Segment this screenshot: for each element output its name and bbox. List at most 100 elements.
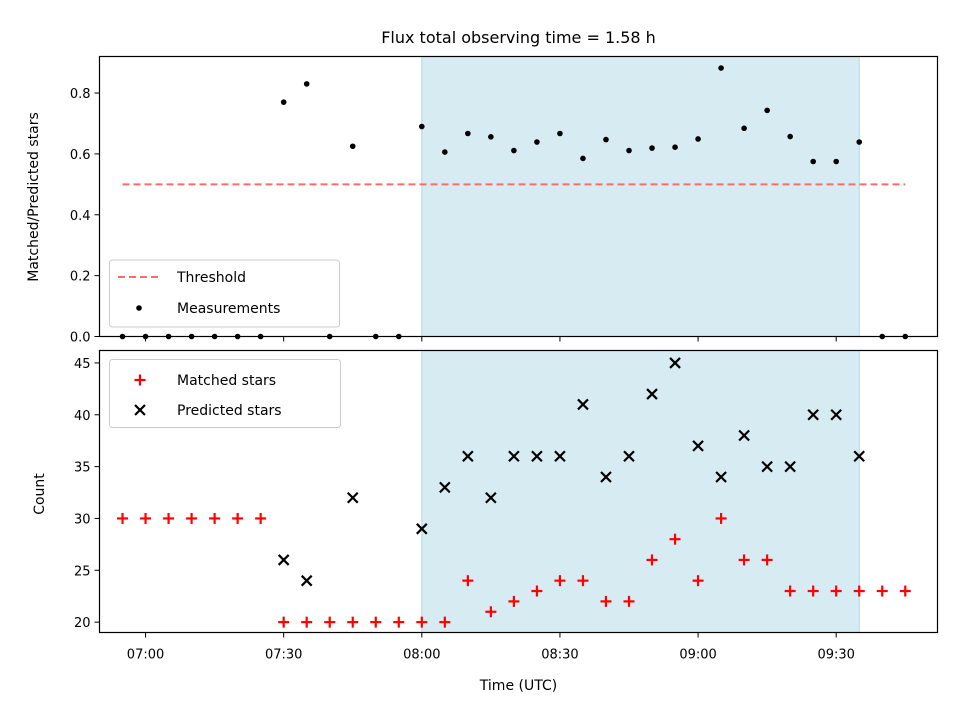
measurement-point [764,107,770,114]
measurement-point [695,136,701,142]
matched-star-point [416,616,428,628]
matched-star-point [209,512,221,524]
predicted-star-point [646,388,658,400]
predicted-star-point [531,450,543,463]
predicted-star-point [577,398,589,411]
measurement-point [810,158,816,165]
matched-star-point [255,512,267,524]
matched-star-point [462,575,474,587]
matched-star-point [508,595,520,607]
legend-matched-swatch [134,374,146,386]
predicted-star-point [416,523,428,535]
predicted-star-point [462,450,474,463]
matched-star-point [784,585,796,597]
predicted-star-point [600,471,612,483]
bottom-x-tick-label: 07:00 [127,648,164,663]
predicted-star-point [300,574,313,587]
matched-star-point [646,554,658,566]
matched-star-point [876,585,888,597]
bottom-panel: 20 25 30 35 40 45 07:00 07:30 08:00 08:30 09:00 09… [32,349,939,694]
matched-star-point [117,512,129,524]
x-axis-label: Time (UTC) [479,678,557,694]
top-y-tick-label: 0.0 [70,331,91,346]
legend-predicted-swatch [134,404,146,416]
bottom-plot-area [117,357,911,628]
measurement-point [465,130,471,137]
measurement-point [534,139,540,145]
predicted-star-point [554,450,566,463]
bottom-x-axis: 07:00 07:30 08:00 08:30 09:00 09:30 [127,632,855,663]
bottom-y-tick-label: 45 [74,357,91,372]
matched-star-point [324,616,336,628]
measurement-point [718,65,724,71]
legend-matched-label: Matched stars [177,373,276,389]
measurement-point [856,139,863,145]
bottom-y-tick-label: 25 [74,564,91,579]
bottom-y-tick-label: 35 [74,461,91,476]
matched-star-point [853,585,865,597]
bottom-x-tick-label: 09:30 [817,648,854,663]
bottom-axes-frame [98,349,939,634]
matched-star-point [485,606,497,618]
bottom-y-tick-label: 40 [74,409,91,424]
bottom-x-tick-label: 07:30 [265,648,302,663]
measurement-point [672,144,678,150]
predicted-star-point [346,491,359,504]
matched-star-point [531,585,543,597]
bottom-x-tick-label: 08:00 [403,648,440,663]
matched-star-point [577,575,589,587]
top-y-tick-label: 0.8 [70,87,91,102]
predicted-star-point [807,409,819,421]
measurement-point [787,133,793,140]
matched-star-point [692,575,704,587]
matched-star-point [830,585,842,597]
matched-star-point [278,616,290,628]
top-y-axis: 0.0 0.2 0.4 0.6 0.8 [70,87,100,346]
top-y-tick-label: 0.6 [70,148,91,163]
matched-star-point [301,616,313,628]
top-y-tick-label: 0.2 [70,270,91,285]
measurement-point [419,123,425,130]
legend-threshold-label: Threshold [176,270,246,286]
top-axes-frame [98,55,939,338]
matched-star-point [370,616,382,628]
matched-star-point [393,616,405,628]
measurement-point [511,147,517,154]
matched-star-point [669,533,681,545]
legend-measurements-label: Measurements [177,301,280,317]
bottom-y-axis-label: Count [32,473,48,515]
bottom-y-tick-label: 30 [74,512,91,527]
measurement-point [649,145,655,151]
measurement-point [349,143,356,150]
matched-star-point [899,585,911,597]
bottom-legend: Matched stars Predicted stars [109,359,341,428]
matched-star-point [232,512,244,524]
observing-window-shade-top [421,56,860,337]
chart-title: Flux total observing time = 1.58 h [381,28,656,47]
matched-star-point [347,616,359,628]
predicted-star-point [623,450,635,463]
top-panel: 0.00.20.40.60.8 Matched/Predicted stars … [26,55,939,346]
measurement-point [741,125,747,132]
predicted-star-point [784,460,796,473]
matched-star-point [554,575,566,587]
observing-window-shade-bottom [421,350,860,633]
top-plot-area [119,65,909,340]
legend-predicted-label: Predicted stars [177,403,282,419]
legend-box [109,359,341,428]
predicted-star-point [669,357,681,369]
predicted-star-point [830,409,842,421]
legend-measurements-swatch [136,305,142,311]
bottom-x-tick-label: 08:30 [541,648,578,663]
predicted-star-point [853,450,866,463]
predicted-star-point [508,450,520,463]
bottom-x-tick-label: 09:00 [679,648,716,663]
measurement-point [603,136,609,143]
predicted-star-point [485,491,497,504]
top-y-axis-label: Matched/Predicted stars [26,112,42,282]
matched-star-point [623,595,635,607]
matched-star-point [439,616,451,628]
matched-star-point [807,585,819,597]
measurement-point [488,134,494,140]
